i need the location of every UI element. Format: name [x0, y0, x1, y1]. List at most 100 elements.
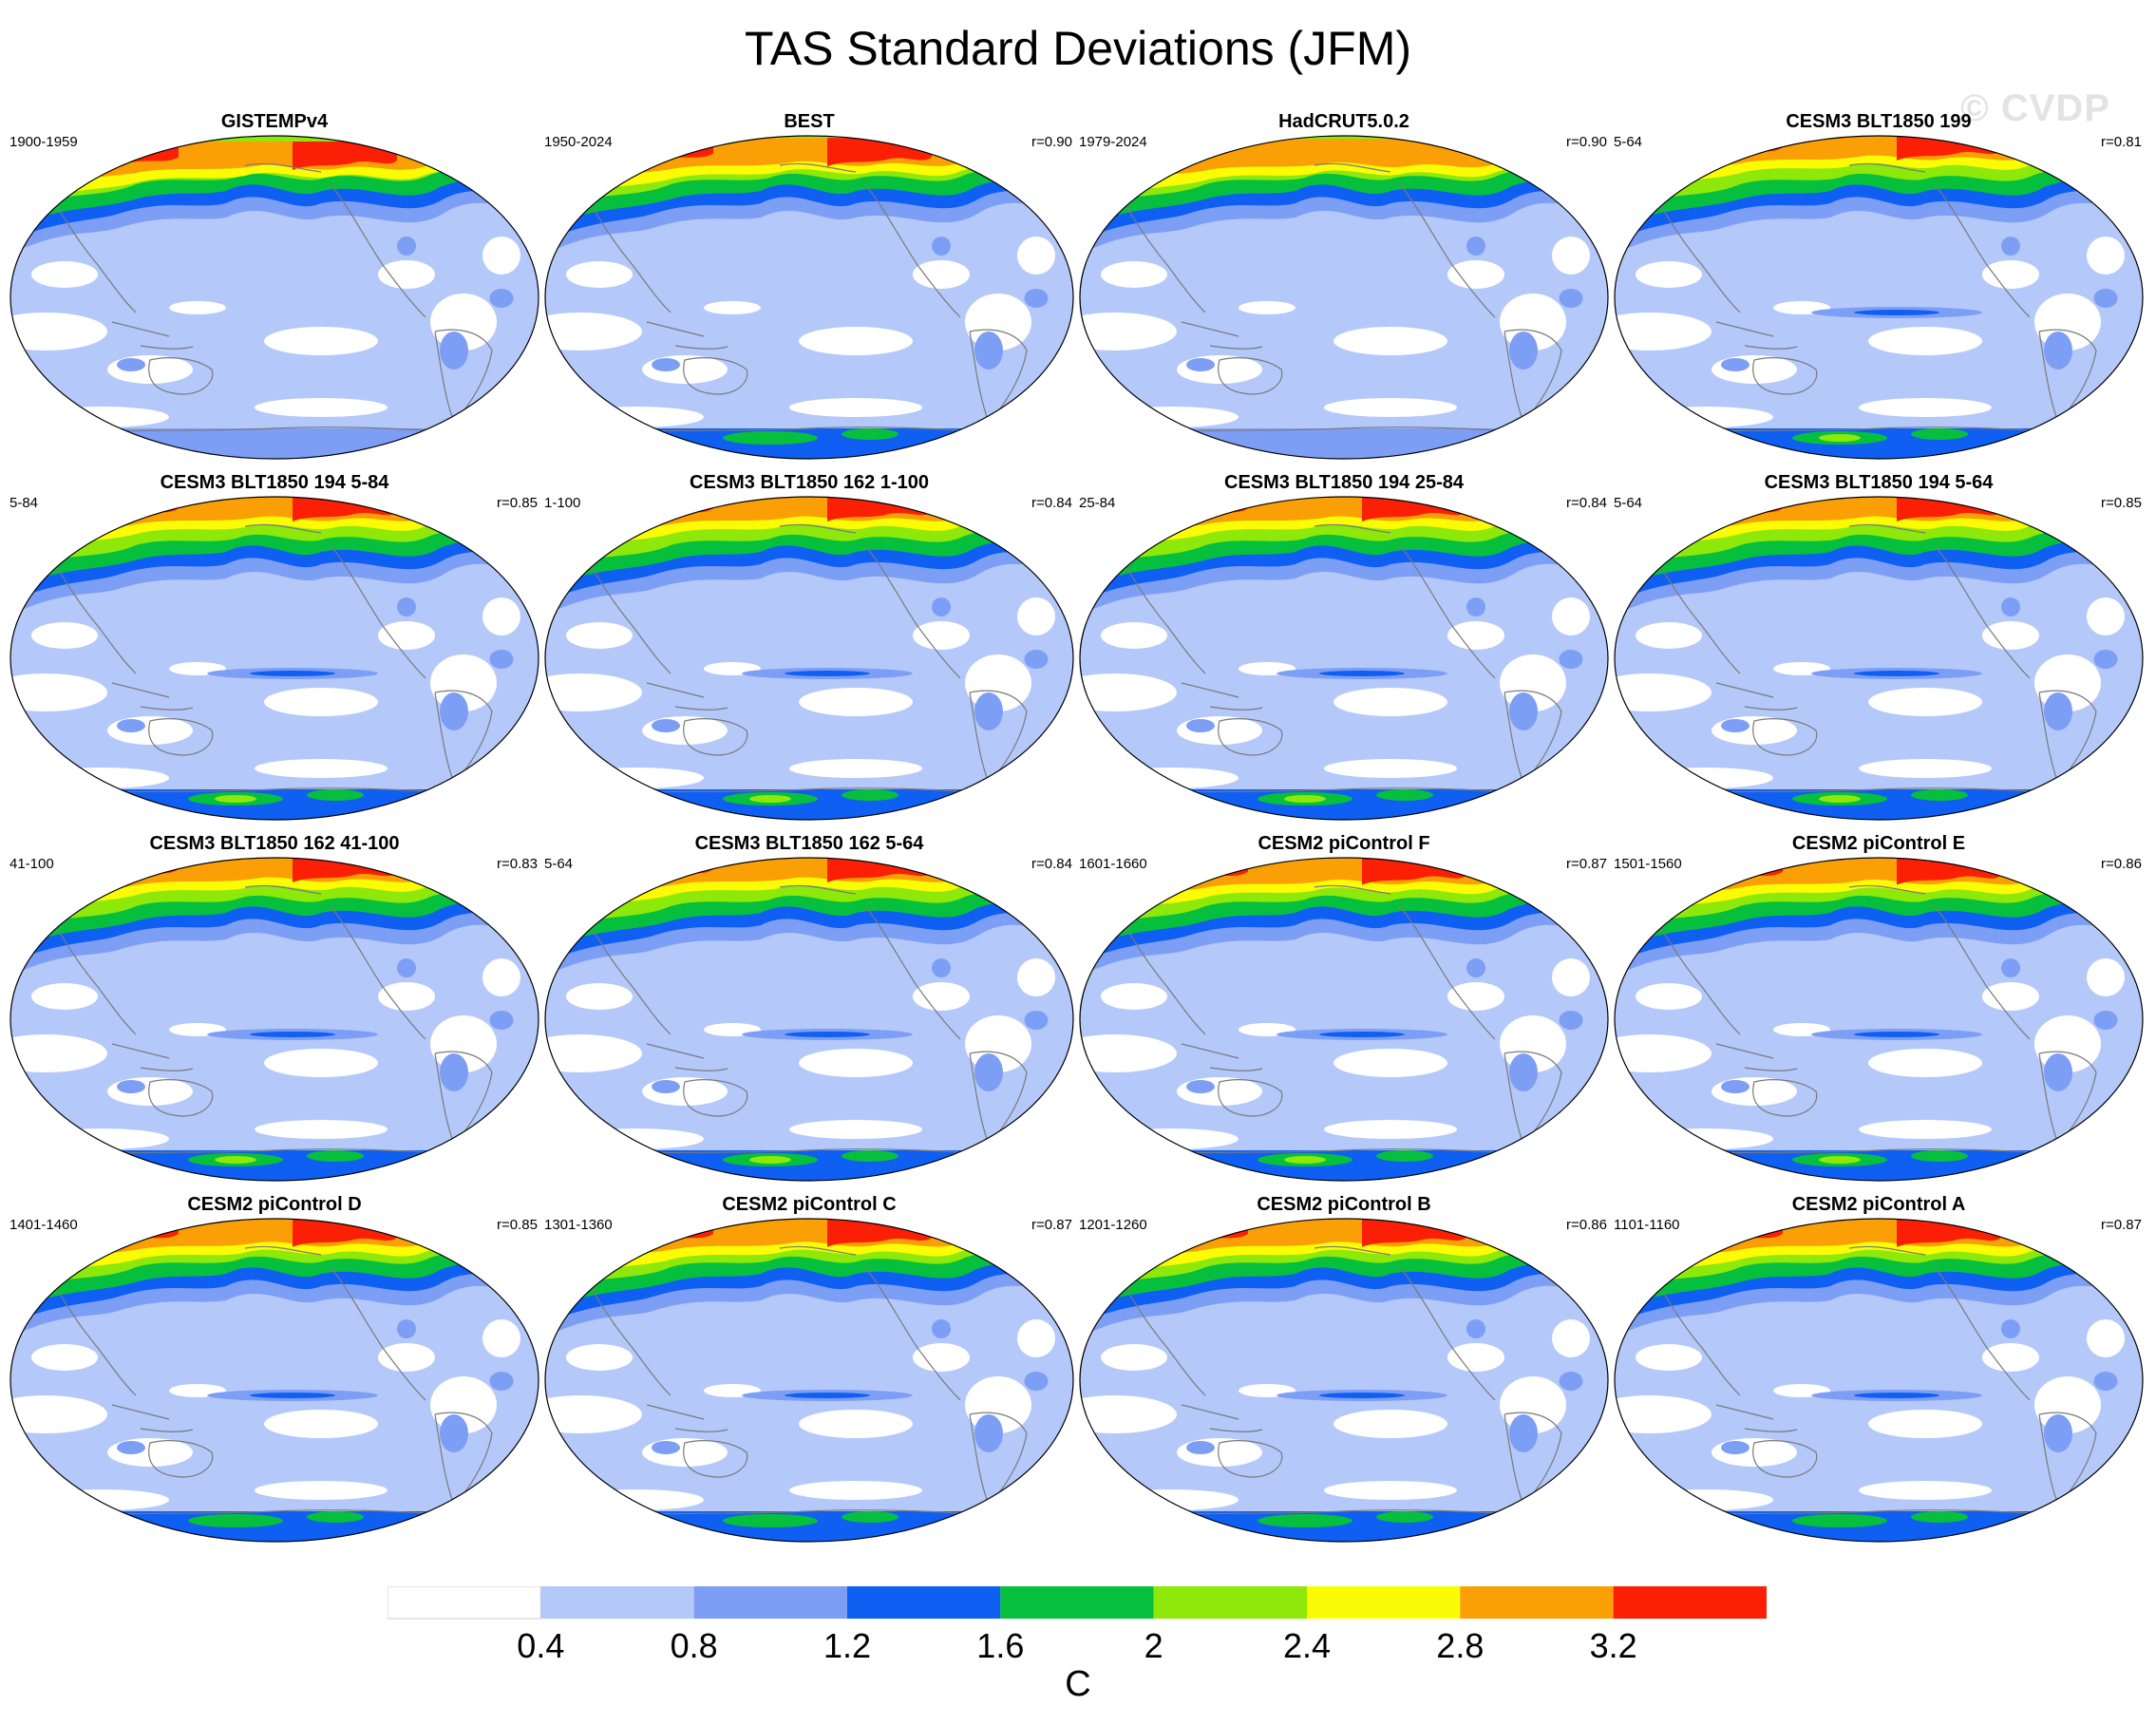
antarctic-green-patch: [1376, 789, 1433, 801]
panel-correlation: r=0.87: [1031, 1217, 1072, 1233]
coastline: [148, 718, 214, 756]
colorbar-box: [1460, 1586, 1614, 1619]
low-variability-region: [566, 261, 633, 288]
panel-correlation: r=0.86: [2101, 856, 2142, 872]
low-variability-region: [913, 260, 970, 289]
equatorial-core: [1319, 1032, 1405, 1037]
land-region: [2093, 1372, 2118, 1391]
low-variability-region: [566, 1344, 633, 1371]
land-region: [1721, 358, 1749, 371]
coastline: [1114, 910, 1206, 1035]
land-region: [440, 1414, 468, 1452]
low-variability-region: [1859, 1481, 1992, 1500]
low-variability-region: [789, 759, 922, 778]
map-border: [1079, 496, 1609, 821]
cvdp-watermark: © CVDP: [1960, 87, 2110, 129]
panel-period: 1301-1360: [544, 1217, 613, 1233]
colorbar-box: [847, 1586, 1001, 1619]
coastline: [864, 905, 961, 1040]
antarctic-yellowgreen-patch: [1819, 434, 1861, 442]
equatorial-core: [250, 671, 335, 676]
land-region: [1721, 719, 1749, 732]
map-border: [9, 496, 539, 821]
coastline: [2038, 1051, 2097, 1146]
low-variability-region: [1017, 1319, 1055, 1357]
low-variability-region: [566, 983, 633, 1010]
antarctic-green-patch: [1911, 1511, 1968, 1523]
low-variability-region: [1017, 237, 1055, 275]
coastline: [434, 329, 493, 424]
antarctic-region: [1615, 789, 2143, 820]
coastline: [1114, 188, 1206, 313]
low-variability-region: [1324, 759, 1457, 778]
coastline: [1715, 682, 1798, 711]
map-panel: CESM3 BLT1850 162 5-64 5-64 r=0.84: [542, 833, 1076, 1185]
coastline: [1314, 884, 1391, 895]
low-variability-region: [1859, 1120, 1992, 1139]
panel-title: CESM3 BLT1850 194 5-64: [1764, 472, 1994, 493]
coastline: [1715, 1043, 1798, 1071]
low-variability-region: [378, 1343, 435, 1372]
land-region: [2001, 237, 2020, 256]
low-variability-region: [1101, 1344, 1167, 1371]
map-panel: CESM3 BLT1850 162 41-100 41-100 r=0.83: [8, 833, 541, 1185]
coastline: [1314, 1245, 1391, 1256]
world-map: [9, 135, 539, 460]
colorbar-box: [693, 1586, 847, 1619]
coastline: [1752, 357, 1818, 395]
coastline: [969, 1051, 1028, 1146]
panel-correlation: r=0.87: [1566, 856, 1607, 872]
coastline: [579, 549, 671, 674]
panel-period: 5-64: [1614, 134, 1643, 150]
map-panel: CESM2 piControl E 1501-1560 r=0.86: [1612, 833, 2146, 1185]
colorbar-box: [1153, 1586, 1307, 1619]
low-variability-region: [1552, 958, 1590, 996]
land-region: [117, 719, 145, 732]
coastline: [434, 690, 493, 785]
panel-correlation: r=0.90: [1031, 134, 1072, 150]
low-variability-region: [1447, 260, 1504, 289]
antarctic-green-patch: [1911, 1150, 1968, 1162]
coastline: [579, 1271, 671, 1396]
land-region: [932, 958, 951, 977]
panel-title: CESM3 BLT1850 199: [1786, 111, 1972, 132]
equatorial-core: [1854, 310, 1939, 315]
antarctic-green-patch: [307, 1150, 364, 1162]
map-border: [544, 496, 1074, 821]
panel-correlation: r=0.87: [2101, 1217, 2142, 1233]
antarctic-green-patch: [723, 431, 818, 445]
low-variability-region: [789, 1481, 922, 1500]
antarctic-region: [1080, 1150, 1608, 1181]
antarctic-green-patch: [1911, 428, 1968, 440]
antarctic-green-patch: [307, 789, 364, 801]
land-region: [1024, 1011, 1049, 1030]
panel-period: 1-100: [544, 495, 581, 511]
land-region: [440, 692, 468, 730]
antarctic-green-patch: [1376, 1511, 1433, 1523]
coastline: [646, 321, 728, 350]
land-region: [2044, 332, 2072, 370]
coastline: [1934, 905, 2031, 1040]
land-region: [2044, 692, 2072, 730]
land-region: [1466, 597, 1485, 616]
world-map: [1614, 496, 2144, 821]
land-region: [1186, 719, 1215, 732]
antarctic-green-patch: [842, 1150, 898, 1162]
world-map: [544, 135, 1074, 460]
colorbar-box: [540, 1586, 694, 1619]
world-map: [1614, 857, 2144, 1182]
coastline: [779, 884, 857, 895]
land-region: [489, 1011, 514, 1030]
low-variability-region: [1101, 261, 1167, 288]
coastline: [330, 544, 426, 679]
antarctic-region: [545, 1511, 1073, 1542]
land-region: [440, 1053, 468, 1091]
coastline: [1649, 188, 1741, 313]
equatorial-core: [785, 671, 870, 676]
coastline: [1181, 682, 1263, 711]
coastline: [111, 1404, 194, 1432]
land-region: [1509, 692, 1538, 730]
coastline: [1399, 1266, 1496, 1401]
low-variability-region: [799, 1049, 913, 1077]
equatorial-core: [1854, 1032, 1939, 1037]
